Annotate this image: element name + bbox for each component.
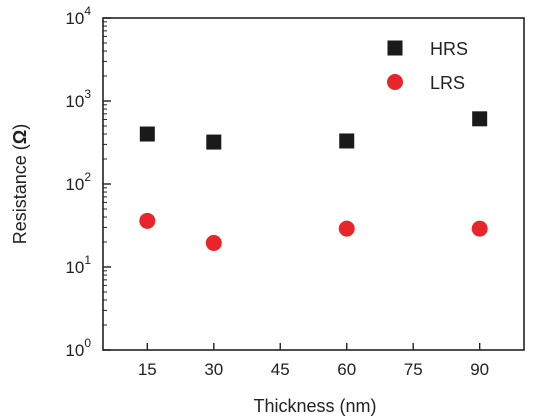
legend-label-hrs: HRS xyxy=(430,39,468,59)
y-axis-title-prefix: Resistance ( xyxy=(10,144,30,244)
x-tick-label: 60 xyxy=(337,360,356,379)
x-tick-label: 75 xyxy=(404,360,423,379)
legend-marker-hrs xyxy=(387,40,403,56)
marks-layer xyxy=(139,111,488,251)
y-tick-base: 10 xyxy=(65,258,84,277)
legend-label-lrs: LRS xyxy=(430,73,465,93)
x-tick-label: 15 xyxy=(138,360,157,379)
legend: HRS LRS xyxy=(387,39,468,93)
y-tick-label: 104 xyxy=(65,4,91,28)
y-tick-label: 103 xyxy=(65,87,91,111)
y-tick-exponent: 4 xyxy=(84,4,91,18)
x-tick-label: 90 xyxy=(470,360,489,379)
data-point-hrs xyxy=(339,133,355,149)
y-tick-base: 10 xyxy=(65,175,84,194)
data-point-hrs xyxy=(472,111,488,127)
x-tick-label: 45 xyxy=(271,360,290,379)
axes-layer xyxy=(102,17,525,351)
data-point-hrs xyxy=(139,126,155,142)
y-axis-title-suffix: ) xyxy=(10,124,30,130)
y-tick-exponent: 2 xyxy=(84,170,91,184)
plot-frame xyxy=(102,17,525,351)
y-axis-title: Resistance (Ω) xyxy=(10,124,30,244)
data-point-lrs xyxy=(471,220,488,237)
y-tick-exponent: 1 xyxy=(84,253,91,267)
data-point-lrs xyxy=(205,234,222,251)
y-tick-label: 100 xyxy=(65,336,91,360)
data-point-lrs xyxy=(139,212,156,229)
y-tick-base: 10 xyxy=(65,341,84,360)
series-hrs xyxy=(139,111,488,150)
y-axis-title-symbol: Ω xyxy=(10,130,30,144)
y-tick-label: 101 xyxy=(65,253,91,277)
x-tick-label: 30 xyxy=(204,360,223,379)
y-tick-exponent: 0 xyxy=(84,336,91,350)
y-tick-base: 10 xyxy=(65,92,84,111)
y-tick-exponent: 3 xyxy=(84,87,91,101)
data-point-lrs xyxy=(338,220,355,237)
data-point-hrs xyxy=(206,134,222,150)
y-tick-label: 102 xyxy=(65,170,91,194)
legend-marker-lrs xyxy=(387,74,403,90)
y-tick-base: 10 xyxy=(65,9,84,28)
series-lrs xyxy=(139,212,488,251)
x-axis-title: Thickness (nm) xyxy=(253,396,376,416)
